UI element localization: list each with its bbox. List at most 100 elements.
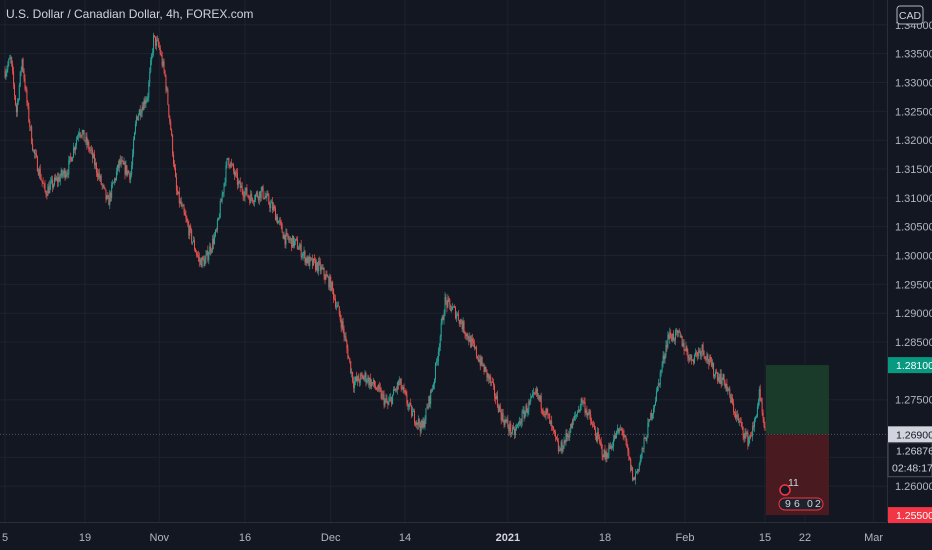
candle-body [666, 344, 668, 347]
candle-body [594, 429, 596, 436]
candle-body [414, 411, 416, 423]
candle-body [221, 194, 223, 202]
candle-body [541, 408, 543, 411]
candle-body [364, 372, 366, 378]
candle-body [564, 440, 566, 443]
candle-body [699, 350, 701, 356]
candle-body [372, 382, 374, 384]
candle-body [761, 401, 763, 413]
candle-body [652, 414, 654, 419]
candle-body [693, 359, 695, 363]
candle-body [671, 337, 673, 341]
candle-body [597, 431, 599, 437]
candle-body [411, 405, 413, 417]
candle-body [461, 323, 463, 330]
candle-body [388, 401, 390, 405]
price-tick-label: 1.31000 [895, 193, 932, 205]
candles[interactable] [4, 32, 766, 485]
candle-body [360, 374, 362, 376]
candle-body [587, 413, 589, 416]
candle-body [376, 389, 378, 391]
candle-body [61, 170, 63, 176]
candle-body [58, 176, 60, 182]
candle-body [711, 360, 713, 367]
candle-body [390, 397, 392, 399]
price-tick-label: 1.32500 [895, 106, 932, 118]
candle-body [395, 389, 397, 391]
candle-body [260, 190, 262, 199]
candle-body [371, 382, 373, 387]
candle-body [452, 306, 454, 310]
event-badge[interactable] [778, 497, 824, 511]
candle-body [460, 319, 462, 324]
candle-body [334, 298, 336, 300]
candle-body [433, 384, 435, 389]
candle-body [630, 459, 632, 471]
candle-body [379, 387, 381, 390]
candle-body [216, 220, 218, 230]
candle-body [342, 321, 344, 330]
candle-body [143, 99, 145, 110]
candle-body [343, 329, 345, 337]
grid [0, 0, 887, 522]
candle-body [538, 395, 540, 400]
candle-body [114, 178, 116, 180]
candle-body [572, 419, 574, 429]
candle-body [127, 171, 129, 175]
candle-body [504, 419, 506, 426]
candle-body [233, 164, 235, 172]
candle-body [51, 179, 53, 182]
candle-body [382, 393, 384, 395]
target-price-label-bg [888, 357, 932, 374]
candle-body [377, 384, 379, 391]
candle-body [418, 419, 420, 426]
candle-body [359, 374, 361, 383]
candle-body [569, 432, 571, 438]
candle-body [420, 420, 422, 432]
candle-body [349, 358, 351, 362]
price-tick-label: 1.27500 [895, 395, 932, 407]
candle-body [50, 181, 52, 185]
candle-body [607, 457, 609, 459]
target-zone[interactable] [766, 365, 829, 435]
candle-body [759, 388, 761, 399]
candle-body [507, 419, 509, 427]
event-markers[interactable]: 11 9 6 0 2 [778, 477, 824, 511]
last-price-label: 1.26876 [896, 446, 932, 458]
candle-body [757, 400, 759, 407]
candle-body [714, 372, 716, 376]
currency-box[interactable]: CAD [896, 5, 924, 25]
candle-body [474, 347, 476, 348]
candle-body [268, 195, 270, 204]
time-axis[interactable]: 5 19 Nov 16 Dec 14 2021 18 Feb 15 22 Mar [2, 532, 883, 544]
candle-body [271, 202, 273, 204]
candle-body [396, 382, 398, 390]
candle-body [53, 184, 55, 188]
candle-body [313, 258, 315, 266]
candle-body [468, 338, 470, 342]
candle-body [673, 333, 675, 340]
candle-body [118, 159, 120, 168]
candle-body [721, 379, 723, 385]
candle-body [87, 142, 89, 145]
candle-body [522, 410, 524, 412]
price-labels: 1.28100 1.25500 1.26900 1.26876 02:48:17 [887, 357, 932, 524]
candle-body [706, 354, 708, 360]
candle-body [314, 258, 316, 261]
candle-body [324, 275, 326, 280]
candle-body [222, 192, 224, 195]
candle-body [616, 428, 618, 431]
price-tick-label: 1.33000 [895, 77, 932, 89]
candle-body [234, 172, 236, 176]
candle-body [611, 445, 613, 448]
candle-body [518, 420, 520, 423]
candle-body [67, 173, 69, 175]
event-marker-icon[interactable] [779, 484, 791, 496]
candle-body [472, 338, 474, 342]
candle-body [492, 381, 494, 383]
candle-body [135, 116, 137, 124]
candle-body [526, 405, 528, 413]
candle-body [532, 393, 534, 397]
candle-body [612, 446, 614, 448]
